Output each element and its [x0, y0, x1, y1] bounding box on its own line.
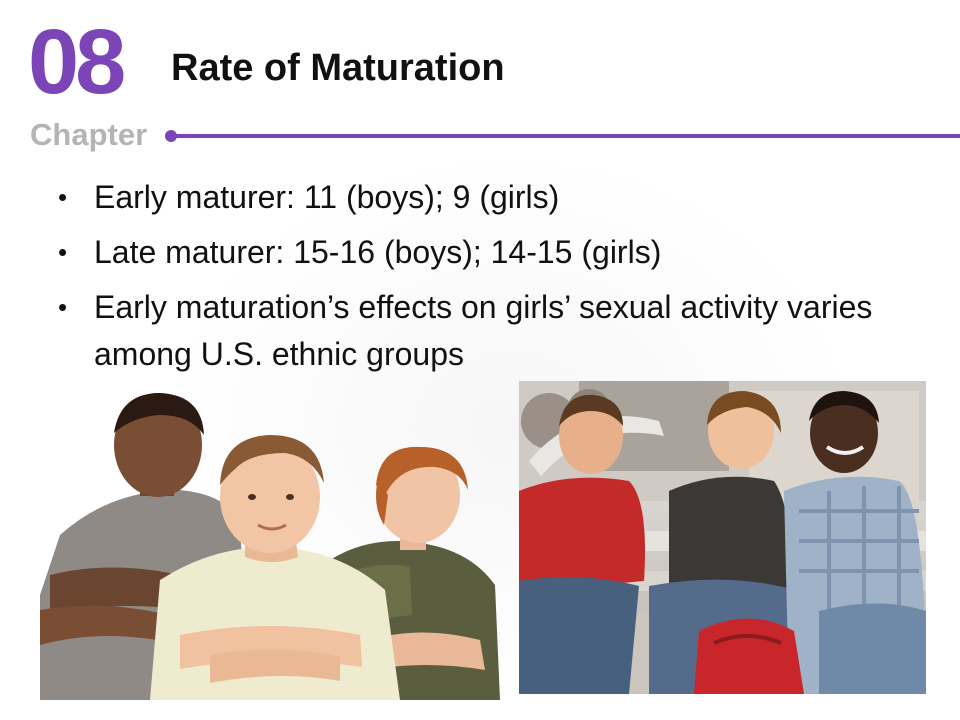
bullet-list: • Early maturer: 11 (boys); 9 (girls) • …	[58, 174, 938, 386]
title-rule	[172, 134, 960, 138]
slide-title: Rate of Maturation	[171, 47, 505, 89]
bullet-text: Late maturer: 15-16 (boys); 14-15 (girls…	[94, 234, 662, 270]
bullet-text: Early maturation’s effects on girls’ sex…	[94, 289, 873, 372]
bullet-marker: •	[58, 292, 68, 322]
red-backpack	[694, 618, 804, 694]
photo-three-boys	[40, 385, 510, 700]
boy-middle	[150, 435, 400, 700]
chapter-label: Chapter	[30, 117, 148, 152]
bullet-marker: •	[58, 182, 68, 212]
title-rule-dot	[165, 130, 177, 142]
photo-teens-on-stairs	[519, 381, 926, 694]
teen-red-shirt	[519, 394, 645, 694]
bullet-item: • Early maturer: 11 (boys); 9 (girls)	[58, 174, 938, 221]
bullet-marker: •	[58, 237, 68, 267]
bullet-item: • Early maturation’s effects on girls’ s…	[58, 284, 938, 378]
bullet-text: Early maturer: 11 (boys); 9 (girls)	[94, 179, 560, 215]
bullet-item: • Late maturer: 15-16 (boys); 14-15 (gir…	[58, 229, 938, 276]
chapter-number: 08	[28, 11, 126, 113]
teen-plaid-shirt	[784, 391, 926, 694]
